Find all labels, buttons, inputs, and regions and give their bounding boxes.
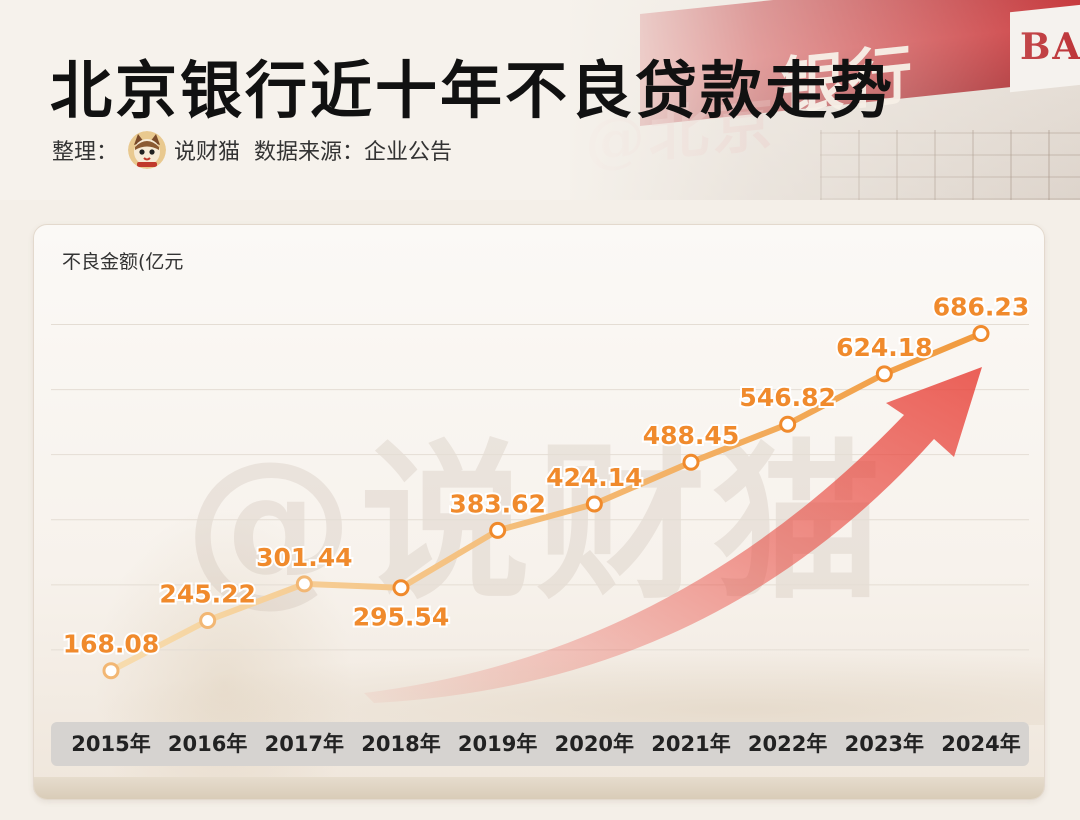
- header-background: @北京 银行 BA: [0, 0, 1080, 200]
- x-tick-label: 2017年: [264, 732, 345, 756]
- x-tick-label: 2016年: [167, 732, 248, 756]
- series-line: [108, 330, 984, 674]
- header-fade-overlay: [0, 0, 1080, 200]
- data-point: [875, 365, 893, 383]
- x-tick-label: 2021年: [651, 732, 731, 756]
- data-point: [295, 575, 313, 593]
- data-label: 488.45: [643, 421, 739, 450]
- data-label: 301.44: [256, 543, 352, 572]
- data-point: [972, 324, 990, 342]
- credit-author: 说财猫: [174, 140, 241, 165]
- data-point: [199, 611, 217, 629]
- data-label: 624.18: [836, 333, 932, 362]
- data-point: [682, 453, 700, 471]
- data-label: 686.23: [933, 292, 1029, 321]
- trend-arrow-icon: [364, 367, 982, 703]
- x-tick-label: 2018年: [361, 732, 441, 756]
- x-tick-label: 2024年: [941, 732, 1021, 756]
- y-axis-label: 不良金额(亿元: [62, 251, 184, 273]
- credits-line: 整理： 说财猫 数据来源：企业公告: [52, 131, 453, 169]
- data-label: 245.22: [159, 579, 255, 608]
- data-point: [779, 415, 797, 433]
- x-axis-band: 2015年 2016年 2017年 2018年 2019年 2020年 2021年 2022年…: [51, 722, 1029, 766]
- x-tick-label: 2020年: [554, 732, 635, 756]
- data-point: [102, 662, 120, 680]
- cat-avatar-icon: [128, 131, 167, 169]
- data-label: 424.14: [546, 463, 642, 492]
- x-tick-label: 2019年: [457, 732, 538, 756]
- data-label: 295.54: [353, 603, 449, 632]
- page-title: 北京银行近十年不良贷款走势: [50, 54, 896, 127]
- card-bottom-band: [34, 777, 1044, 799]
- x-tick-label: 2022年: [747, 732, 828, 756]
- data-point: [489, 521, 507, 539]
- data-label: 383.62: [449, 489, 545, 518]
- x-tick-label: 2023年: [844, 732, 925, 756]
- data-label: 546.82: [739, 383, 835, 412]
- credit-source: 数据来源：企业公告: [254, 140, 453, 165]
- chart-card: @说财猫 不良金额(亿元 168.08 245.22 301.44 295.54 383…: [33, 224, 1045, 800]
- credit-prefix: 整理：: [52, 140, 119, 165]
- data-label: 168.08: [63, 630, 159, 659]
- x-tick-label: 2015年: [71, 732, 151, 756]
- data-point: [585, 495, 603, 513]
- data-point: [392, 579, 410, 597]
